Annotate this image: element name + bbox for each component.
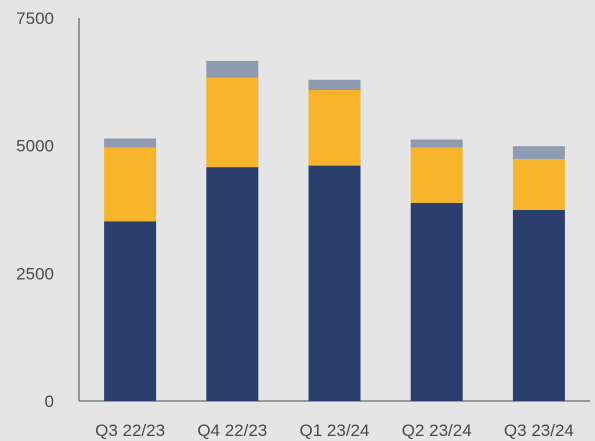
- y-tick-label: 5000: [16, 137, 54, 156]
- bar-segment-series-3-q3-23-24: [512, 146, 565, 159]
- x-tick-label: Q3 23/24: [504, 421, 574, 440]
- bar-segment-series-2-q3-23-24: [512, 158, 565, 211]
- tick-labels: 0 2500 5000 7500 Q3 22/23 Q4 22/23 Q1 23/24 Q2 …: [16, 9, 574, 440]
- x-tick-label: Q1 23/24: [300, 421, 370, 440]
- bar-segment-series-2-q2-23-24: [410, 147, 463, 203]
- bar-segment-series-3-q1-23-24: [308, 79, 361, 91]
- bar-segment-series-3-q4-22-23: [206, 60, 259, 78]
- bar-segment-series-2-q4-22-23: [206, 77, 259, 168]
- y-tick-label: 2500: [16, 264, 54, 283]
- bar-segment-series-1-q2-23-24: [410, 202, 463, 401]
- bars: [104, 60, 565, 401]
- bar-segment-series-1-q1-23-24: [308, 165, 361, 401]
- bar-segment-series-1-q4-22-23: [206, 167, 259, 401]
- bar-segment-series-2-q1-23-24: [308, 90, 361, 166]
- bar-segment-series-3-q2-23-24: [410, 139, 463, 148]
- y-tick-label: 7500: [16, 9, 54, 28]
- x-tick-label: Q3 22/23: [95, 421, 165, 440]
- bar-segment-series-3-q3-22-23: [104, 138, 157, 148]
- y-tick-label: 0: [45, 392, 54, 411]
- x-tick-label: Q2 23/24: [402, 421, 472, 440]
- bar-segment-series-1-q3-23-24: [512, 210, 565, 401]
- x-tick-label: Q4 22/23: [197, 421, 267, 440]
- bar-segment-series-1-q3-22-23: [104, 221, 157, 401]
- bar-segment-series-2-q3-22-23: [104, 147, 157, 222]
